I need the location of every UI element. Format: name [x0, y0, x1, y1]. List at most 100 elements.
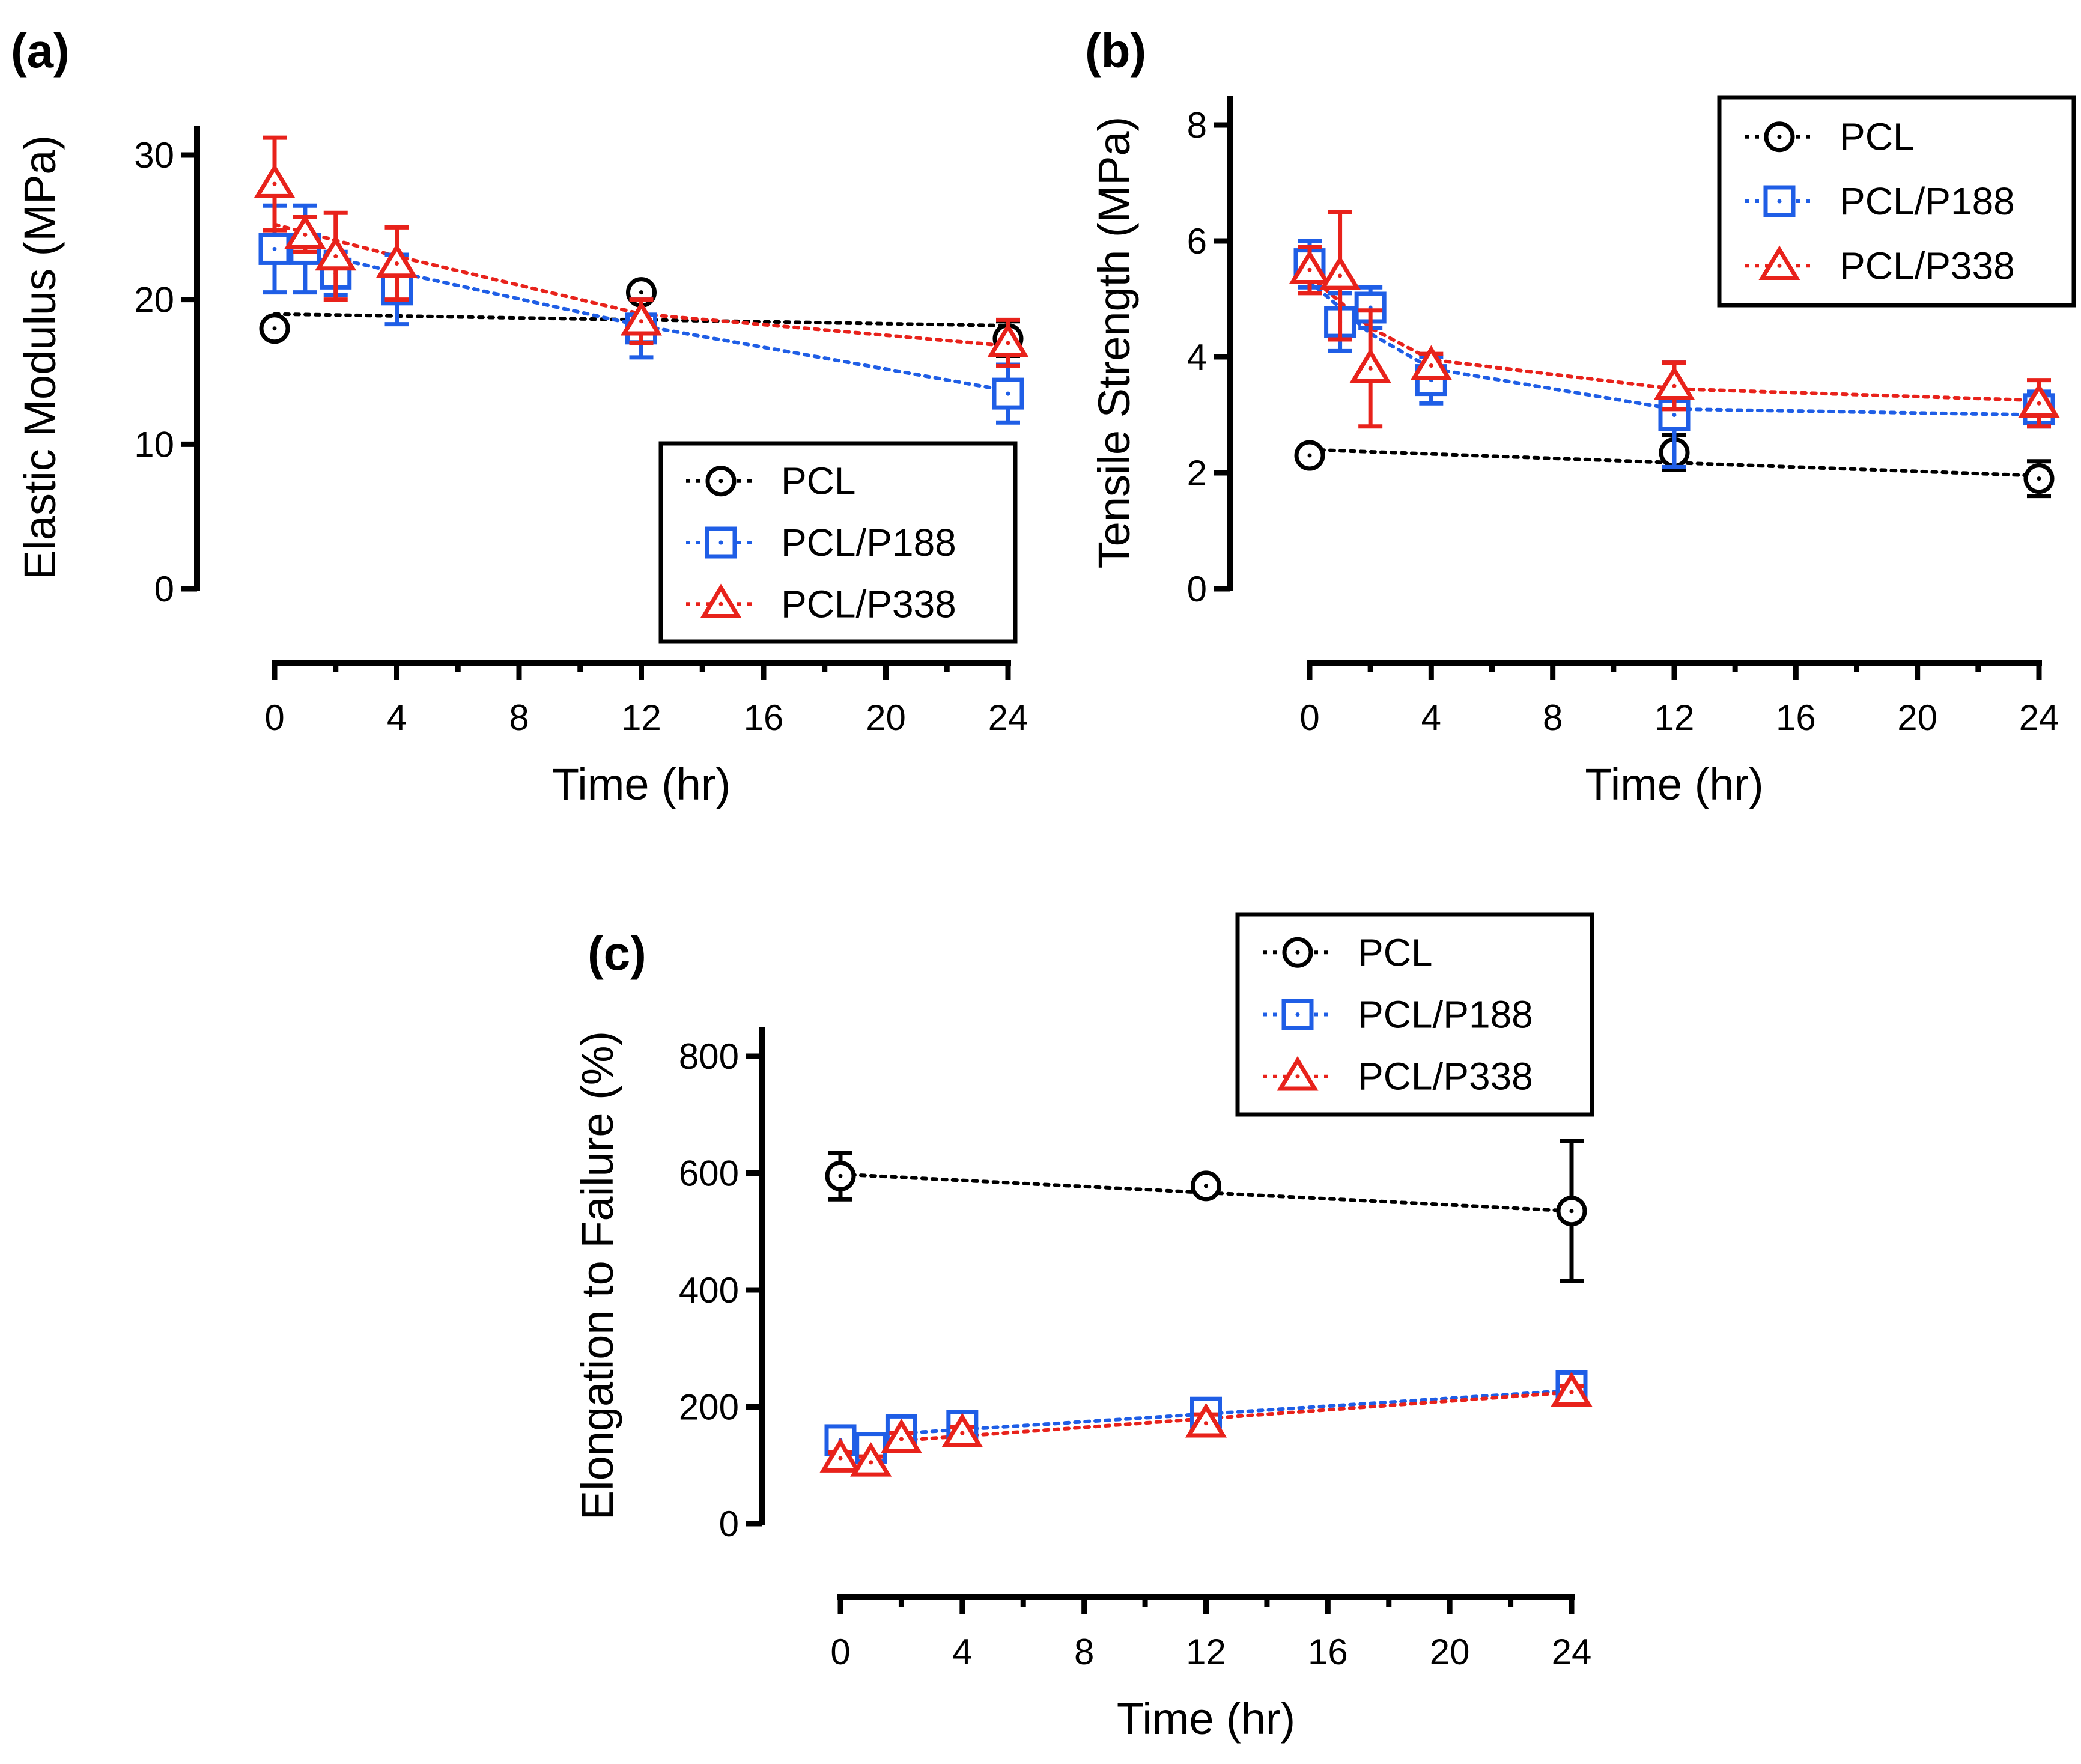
- y-tick-label: 0: [719, 1504, 739, 1544]
- data-point-dot: [303, 232, 308, 237]
- data-point-dot: [1006, 391, 1010, 396]
- x-tick-label: 24: [988, 698, 1028, 738]
- x-tick-label: 0: [264, 698, 284, 738]
- data-point-dot: [838, 1456, 843, 1461]
- x-tick-label: 16: [1776, 698, 1816, 738]
- legend-marker: [705, 526, 737, 559]
- y-tick-label: 10: [134, 424, 174, 464]
- data-point-dot: [2037, 401, 2041, 406]
- legend-label: PCL/P338: [1839, 244, 2015, 287]
- x-tick-label: 24: [2019, 698, 2059, 738]
- x-axis-title-b: Time (hr): [1585, 759, 1763, 809]
- x-tick-label: 4: [1421, 698, 1441, 738]
- chart-c: (c) 0 200 400 600 800 0 4 8 12 16 20 24 Time (hr) Elon…: [573, 912, 1594, 1744]
- series-pcl-p338: [819, 1372, 1593, 1477]
- legend-marker-dot: [1295, 1012, 1300, 1017]
- legend-marker-dot: [1777, 263, 1782, 268]
- y-tick-label: 2: [1187, 453, 1207, 493]
- y-tick-label: 8: [1187, 105, 1207, 145]
- data-point-dot: [1569, 1209, 1574, 1214]
- legend-label: PCL/P188: [1358, 993, 1533, 1036]
- data-point: [992, 377, 1024, 410]
- data-point-dot: [1338, 273, 1343, 278]
- fit-line-pcl: [1308, 448, 2041, 478]
- legend-label: PCL: [781, 460, 856, 503]
- data-point-dot: [1429, 363, 1433, 368]
- x-tick-label: 12: [621, 698, 661, 738]
- legend-marker-dot: [718, 601, 723, 606]
- data-point-dot: [899, 1437, 904, 1441]
- x-tick-label: 16: [744, 698, 784, 738]
- x-tick-label: 4: [387, 698, 407, 738]
- x-axis-title-a: Time (hr): [552, 759, 731, 809]
- legend-label: PCL: [1358, 931, 1433, 974]
- x-tick-label: 8: [1074, 1632, 1094, 1672]
- x-tick-label: 16: [1308, 1632, 1348, 1672]
- x-tick-label: 12: [1654, 698, 1695, 738]
- x-tick-label: 4: [952, 1632, 972, 1672]
- y-tick-label: 600: [679, 1154, 739, 1194]
- panel-label-a: (a): [11, 24, 70, 78]
- series-pcl: [1294, 433, 2055, 499]
- x-axis-title-c: Time (hr): [1117, 1694, 1295, 1744]
- y-tick-label: 0: [1187, 569, 1207, 609]
- data-point-dot: [1006, 341, 1010, 345]
- data-point-dot: [2037, 476, 2041, 481]
- legend-marker-dot: [1777, 135, 1782, 139]
- x-axis-a: 0 4 8 12 16 20 24: [264, 660, 1028, 738]
- legend-marker-dot: [1295, 950, 1300, 955]
- y-axis-title-c: Elongation to Failure (%): [573, 1031, 622, 1520]
- x-tick-label: 20: [1430, 1632, 1470, 1672]
- legend-marker: [1281, 999, 1314, 1030]
- x-axis-b: 0 4 8 12 16 20 24: [1299, 660, 2059, 738]
- y-tick-label: 20: [134, 280, 174, 320]
- data-point-dot: [960, 1431, 965, 1435]
- legend-marker-dot: [718, 479, 723, 484]
- data-point-dot: [1307, 267, 1312, 272]
- x-tick-label: 0: [1299, 698, 1319, 738]
- legend-label: PCL/P338: [781, 582, 956, 625]
- x-tick-label: 8: [509, 698, 529, 738]
- series-pcl-p338: [1289, 210, 2060, 429]
- chart-a: (a) 0 10 20 30 0 4 8 12 16 20 24 Time (hr) Elastic Mo…: [11, 24, 1029, 809]
- data-point-dot: [272, 246, 277, 251]
- data-point-dot: [1672, 413, 1677, 417]
- y-axis-a: 0 10 20 30: [134, 126, 200, 609]
- data-point-dot: [639, 319, 643, 324]
- y-tick-label: 4: [1187, 337, 1207, 377]
- data-point-dot: [838, 1173, 843, 1178]
- y-axis-b: 0 2 4 6 8: [1187, 96, 1233, 609]
- y-tick-label: 0: [154, 569, 174, 609]
- data-point-dot: [869, 1460, 873, 1465]
- panel-label-b: (b): [1085, 24, 1146, 78]
- x-tick-label: 20: [866, 698, 906, 738]
- data-point-dot: [272, 181, 277, 186]
- data-point-dot: [1204, 1421, 1208, 1426]
- legend-label: PCL/P188: [1839, 180, 2015, 223]
- legend-marker-dot: [718, 540, 723, 545]
- legend-label: PCL: [1839, 115, 1915, 159]
- y-tick-label: 800: [679, 1036, 739, 1077]
- data-point-dot: [1569, 1390, 1574, 1394]
- x-tick-label: 8: [1543, 698, 1563, 738]
- series-pcl-p338: [254, 135, 1029, 368]
- y-axis-title-b: Tensile Strength (MPa): [1089, 117, 1139, 569]
- legend-marker-dot: [1295, 1074, 1300, 1079]
- legend-marker-dot: [1777, 199, 1782, 204]
- x-tick-label: 20: [1897, 698, 1937, 738]
- legend-label: PCL/P338: [1358, 1055, 1533, 1098]
- y-axis-title-a: Elastic Modulus (MPa): [15, 135, 65, 580]
- data-point-dot: [272, 326, 277, 331]
- series-pcl: [825, 1139, 1587, 1283]
- y-tick-label: 6: [1187, 221, 1207, 261]
- legend-label: PCL/P188: [781, 521, 956, 564]
- legend-c: PCL PCL/P188 PCL/P338: [1235, 912, 1594, 1117]
- data-point-dot: [639, 290, 643, 295]
- y-tick-label: 200: [679, 1387, 739, 1428]
- data-point-dot: [1368, 366, 1373, 371]
- y-tick-label: 30: [134, 135, 174, 175]
- data-point-dot: [395, 261, 399, 266]
- x-tick-label: 12: [1186, 1632, 1226, 1672]
